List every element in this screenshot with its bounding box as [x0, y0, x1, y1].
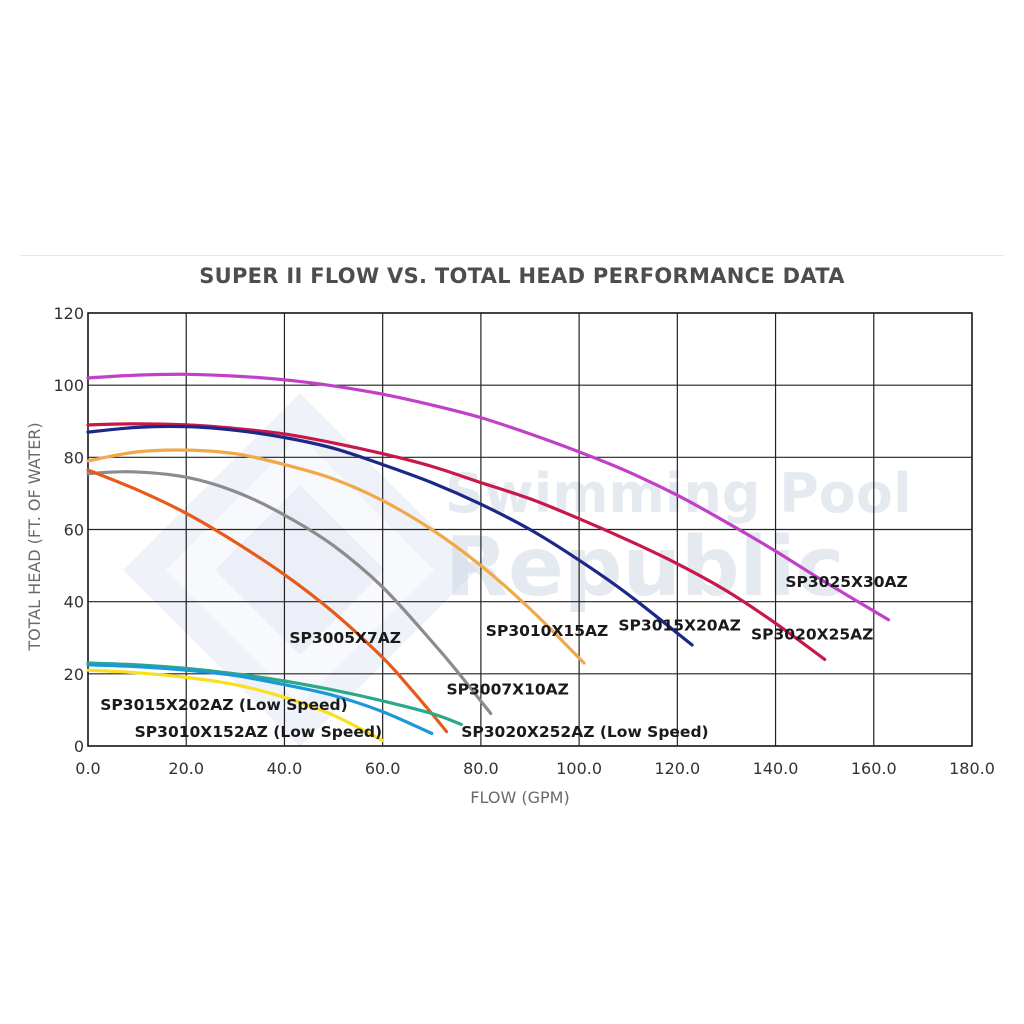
y-tick-label: 100 — [53, 376, 84, 395]
y-tick-label: 60 — [64, 521, 84, 540]
series-line-sp3010x152az-low-speed — [86, 668, 385, 743]
y-tick-label: 80 — [64, 448, 84, 467]
grid — [87, 312, 973, 747]
x-tick-label: 80.0 — [463, 759, 499, 778]
curve-label: SP3025X30AZ — [785, 573, 907, 591]
x-tick-label: 40.0 — [267, 759, 303, 778]
top-divider — [20, 255, 1004, 256]
x-tick-label: 0.0 — [75, 759, 100, 778]
curve-labels: SP3025X30AZ SP3020X25AZ SP3015X20AZ SP3010X… — [100, 573, 908, 741]
curves — [86, 372, 891, 743]
x-tick-label: 120.0 — [654, 759, 700, 778]
plot-frame — [87, 312, 973, 747]
y-tick-label: 0 — [74, 737, 84, 756]
y-tick-label: 120 — [53, 304, 84, 323]
x-tick-label: 20.0 — [168, 759, 204, 778]
chart-title: SUPER II FLOW VS. TOTAL HEAD PERFORMANCE… — [199, 264, 845, 288]
series-line-sp3015x20az — [86, 424, 694, 647]
curve-label: SP3015X20AZ — [618, 617, 740, 635]
series-line-sp3007x10az — [86, 470, 493, 716]
y-tick-label: 20 — [64, 665, 84, 684]
watermark-text-2: Republic — [445, 520, 844, 615]
x-tick-label: 100.0 — [556, 759, 602, 778]
x-tick-label: 160.0 — [851, 759, 897, 778]
series-line-sp3025x30az — [86, 372, 891, 622]
curve-label: SP3010X152AZ (Low Speed) — [135, 723, 382, 741]
curve-label: SP3007X10AZ — [447, 680, 569, 698]
curve-label: SP3020X252AZ (Low Speed) — [461, 723, 708, 741]
y-axis-label: TOTAL HEAD (FT. OF WATER) — [25, 422, 44, 651]
series-line-sp3010x15az — [86, 448, 586, 665]
series-line-sp3015x202az-low-speed — [86, 663, 434, 735]
x-tick-label: 140.0 — [753, 759, 799, 778]
series-line-sp3020x252az-low-speed — [86, 661, 463, 726]
x-tick-label: 180.0 — [949, 759, 995, 778]
curve-label: SP3015X202AZ (Low Speed) — [100, 696, 347, 714]
series-line-sp3005x7az — [86, 468, 449, 734]
tick-labels: 0.0 20.0 40.0 60.0 80.0 100.0 120.0 140.0 160.0 1… — [53, 304, 994, 778]
watermark-text-1: Swimming Pool — [445, 462, 912, 525]
watermark-logo-icon — [123, 393, 477, 747]
x-axis-label: FLOW (GPM) — [470, 788, 569, 807]
curve-label: SP3005X7AZ — [289, 629, 401, 647]
curve-label: SP3020X25AZ — [751, 626, 873, 644]
y-tick-label: 40 — [64, 593, 84, 612]
x-tick-label: 60.0 — [365, 759, 401, 778]
curve-label: SP3010X15AZ — [486, 622, 608, 640]
